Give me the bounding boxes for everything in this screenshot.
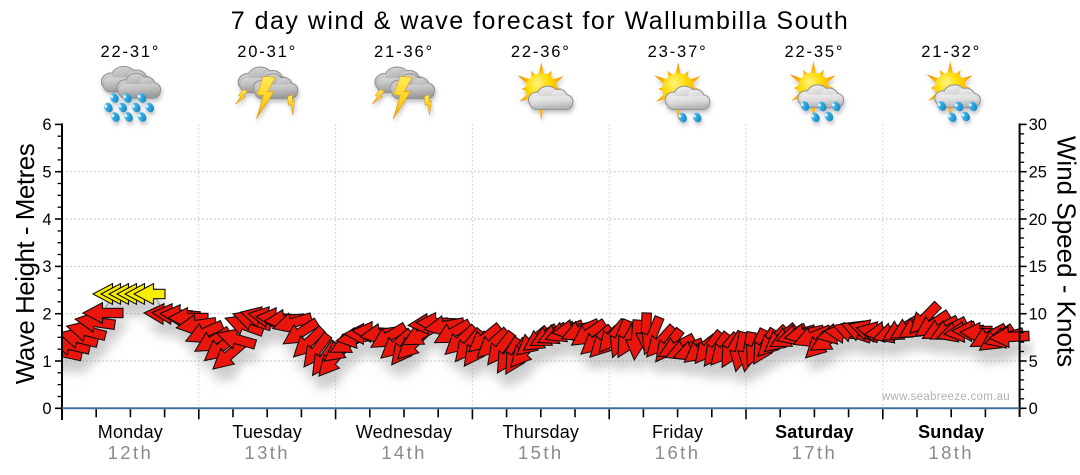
svg-text:12th: 12th — [108, 442, 154, 463]
svg-text:15th: 15th — [518, 442, 564, 463]
svg-text:5: 5 — [42, 164, 51, 182]
svg-text:Wave Height - Metres: Wave Height - Metres — [10, 143, 40, 384]
svg-text:20-31°: 20-31° — [237, 43, 297, 61]
svg-text:6: 6 — [42, 116, 51, 134]
svg-text:30: 30 — [1029, 116, 1047, 134]
svg-text:17th: 17th — [792, 442, 838, 463]
svg-text:Tuesday: Tuesday — [232, 422, 302, 442]
svg-text:22-35°: 22-35° — [784, 43, 844, 61]
svg-text:20: 20 — [1029, 211, 1047, 229]
svg-text:16th: 16th — [655, 442, 701, 463]
svg-text:Wednesday: Wednesday — [356, 422, 453, 442]
svg-text:21-32°: 21-32° — [921, 43, 981, 61]
svg-text:www.seabreeze.com.au: www.seabreeze.com.au — [881, 391, 1010, 403]
svg-text:4: 4 — [42, 211, 51, 229]
svg-text:1: 1 — [42, 353, 51, 371]
svg-text:5: 5 — [1029, 353, 1038, 371]
svg-text:0: 0 — [42, 400, 51, 418]
svg-text:7 day wind & wave forecast for: 7 day wind & wave forecast for Wallumbil… — [231, 7, 850, 35]
svg-text:2: 2 — [42, 306, 51, 324]
svg-text:10: 10 — [1029, 306, 1047, 324]
svg-text:15: 15 — [1029, 258, 1047, 276]
svg-text:0: 0 — [1029, 400, 1038, 418]
svg-text:18th: 18th — [928, 442, 974, 463]
svg-text:Saturday: Saturday — [775, 422, 854, 442]
svg-text:Monday: Monday — [98, 422, 163, 442]
svg-text:22-31°: 22-31° — [100, 43, 160, 61]
svg-text:21-36°: 21-36° — [374, 43, 434, 61]
svg-text:14th: 14th — [381, 442, 427, 463]
svg-text:3: 3 — [42, 258, 51, 276]
svg-text:Wind Speed - Knots: Wind Speed - Knots — [1052, 136, 1080, 367]
svg-text:23-37°: 23-37° — [648, 43, 708, 61]
svg-text:22-36°: 22-36° — [511, 43, 571, 61]
svg-text:Friday: Friday — [652, 422, 703, 442]
svg-text:Thursday: Thursday — [502, 422, 579, 442]
svg-text:Sunday: Sunday — [918, 422, 984, 442]
svg-text:25: 25 — [1029, 164, 1047, 182]
svg-text:13th: 13th — [244, 442, 290, 463]
